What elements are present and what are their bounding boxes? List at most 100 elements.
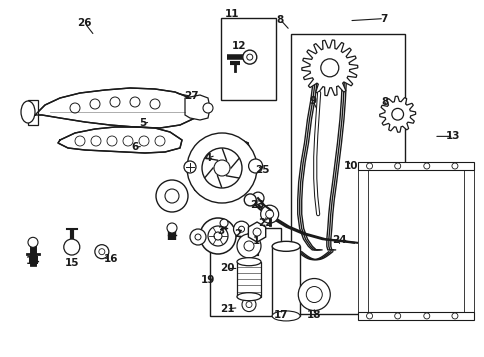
Circle shape	[64, 239, 79, 255]
Bar	[209, 228, 281, 316]
Ellipse shape	[272, 311, 300, 321]
Circle shape	[252, 192, 263, 204]
Bar	[220, 18, 276, 100]
Circle shape	[242, 50, 256, 64]
Bar	[272, 246, 300, 316]
Circle shape	[150, 99, 160, 109]
Circle shape	[244, 194, 256, 206]
Text: 24: 24	[332, 235, 346, 245]
Bar	[290, 34, 404, 314]
Circle shape	[248, 159, 262, 173]
Bar	[357, 166, 367, 316]
Text: 17: 17	[273, 310, 288, 320]
Circle shape	[195, 234, 200, 240]
Text: 6: 6	[131, 142, 138, 152]
Circle shape	[245, 302, 252, 308]
Circle shape	[366, 163, 372, 169]
Bar	[357, 162, 473, 170]
Text: 15: 15	[64, 258, 79, 268]
Circle shape	[91, 136, 101, 146]
Text: 23: 23	[249, 200, 264, 210]
Circle shape	[190, 229, 206, 245]
Bar	[464, 166, 473, 316]
Circle shape	[213, 232, 222, 240]
Circle shape	[75, 136, 85, 146]
Polygon shape	[28, 100, 38, 125]
Circle shape	[260, 205, 278, 223]
Text: 1: 1	[252, 236, 259, 246]
Polygon shape	[58, 127, 182, 153]
Text: 25: 25	[255, 165, 270, 175]
Text: 19: 19	[200, 275, 214, 285]
Circle shape	[203, 103, 212, 113]
Text: 16: 16	[103, 254, 118, 264]
Circle shape	[265, 210, 273, 218]
Circle shape	[165, 189, 179, 203]
Circle shape	[28, 237, 38, 247]
Text: 2: 2	[234, 229, 241, 239]
Circle shape	[394, 313, 400, 319]
Text: 3: 3	[217, 226, 224, 236]
Circle shape	[201, 148, 242, 188]
Circle shape	[253, 228, 260, 236]
Circle shape	[391, 109, 403, 120]
Text: 27: 27	[184, 91, 198, 101]
Circle shape	[394, 163, 400, 169]
Polygon shape	[184, 95, 210, 120]
Text: 26: 26	[77, 18, 92, 28]
Bar	[237, 262, 260, 297]
Text: 18: 18	[306, 310, 321, 320]
Text: 21: 21	[219, 304, 234, 314]
Circle shape	[423, 313, 429, 319]
Circle shape	[130, 97, 140, 107]
Circle shape	[90, 99, 100, 109]
Text: 14: 14	[26, 256, 40, 266]
Circle shape	[110, 97, 120, 107]
Circle shape	[298, 278, 330, 311]
Circle shape	[199, 218, 236, 254]
Bar	[357, 312, 473, 320]
Polygon shape	[35, 88, 199, 128]
Text: 20: 20	[219, 263, 234, 273]
Text: 12: 12	[231, 41, 245, 51]
Circle shape	[423, 163, 429, 169]
Circle shape	[187, 133, 257, 203]
Polygon shape	[248, 222, 265, 242]
Text: 7: 7	[379, 14, 387, 24]
Text: 13: 13	[445, 131, 460, 141]
Circle shape	[320, 59, 338, 77]
Circle shape	[155, 136, 165, 146]
Circle shape	[156, 180, 188, 212]
Circle shape	[451, 313, 457, 319]
Circle shape	[213, 160, 229, 176]
Polygon shape	[301, 40, 357, 96]
Polygon shape	[188, 140, 249, 195]
Circle shape	[238, 226, 244, 232]
Ellipse shape	[21, 101, 35, 123]
Circle shape	[107, 136, 117, 146]
Circle shape	[366, 313, 372, 319]
Text: 10: 10	[343, 161, 358, 171]
Bar	[362, 166, 469, 316]
Polygon shape	[379, 96, 415, 132]
Text: 8: 8	[276, 15, 283, 25]
Circle shape	[242, 298, 256, 312]
Text: 22: 22	[258, 218, 272, 228]
Ellipse shape	[237, 258, 260, 266]
Text: 5: 5	[139, 118, 146, 128]
Text: 9: 9	[309, 96, 316, 106]
Circle shape	[183, 161, 196, 173]
Circle shape	[237, 234, 260, 258]
Circle shape	[123, 136, 133, 146]
Circle shape	[233, 221, 249, 237]
Circle shape	[451, 163, 457, 169]
Circle shape	[306, 287, 321, 302]
Circle shape	[95, 245, 108, 259]
Circle shape	[220, 219, 227, 227]
Text: 4: 4	[204, 153, 212, 163]
Text: 11: 11	[224, 9, 239, 19]
Text: 8: 8	[380, 97, 387, 107]
Circle shape	[208, 226, 227, 246]
Circle shape	[243, 241, 254, 251]
Circle shape	[70, 103, 80, 113]
